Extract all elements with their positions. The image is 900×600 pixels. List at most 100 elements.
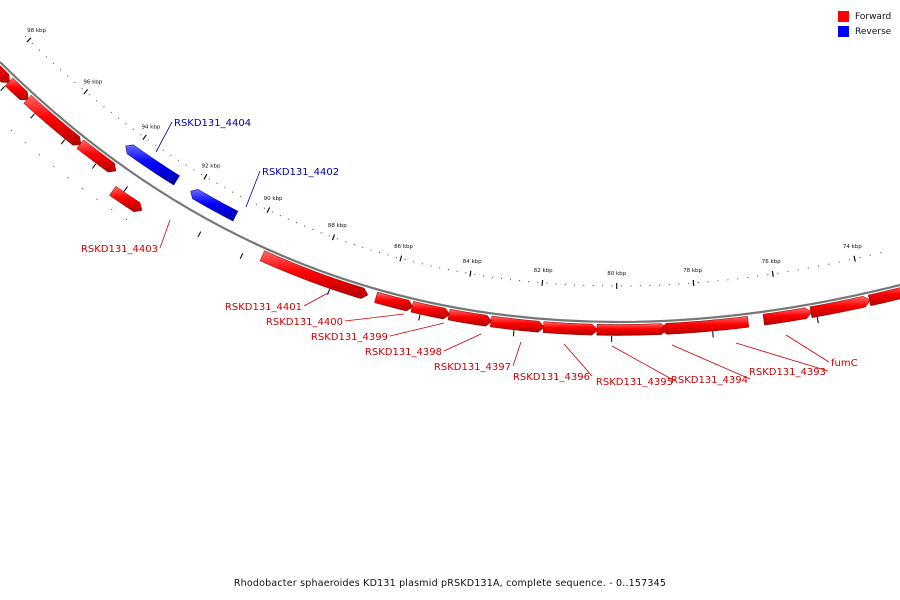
gene-label: RSKD131_4394 bbox=[671, 375, 748, 386]
tick-dot bbox=[224, 187, 226, 189]
tick-major bbox=[142, 134, 147, 141]
tick-dot bbox=[483, 275, 485, 277]
tick-dot bbox=[447, 269, 449, 271]
tick-major bbox=[853, 255, 856, 262]
tick-dot bbox=[859, 256, 861, 259]
forward-gene-arrow bbox=[447, 308, 493, 327]
gene-labels: RSKD131_4404 RSKD131_4402 RSKD131_4403 RSKD… bbox=[81, 118, 858, 388]
tick-dot bbox=[53, 165, 55, 167]
tick-minor bbox=[512, 330, 515, 337]
tick-minor bbox=[60, 139, 66, 145]
tick-dot bbox=[67, 177, 69, 179]
forward-swatch bbox=[838, 11, 849, 22]
tick-dot bbox=[583, 284, 585, 286]
tick-major bbox=[399, 255, 403, 262]
tick-dot bbox=[362, 246, 364, 248]
tick-dot bbox=[456, 270, 458, 272]
tick-dot bbox=[474, 273, 476, 275]
tick-dot bbox=[492, 276, 494, 278]
gene-label: RSKD131_4393 bbox=[749, 367, 826, 378]
legend-label: Forward bbox=[855, 11, 892, 22]
tick-major bbox=[771, 270, 774, 277]
tick-dot bbox=[546, 282, 548, 284]
tick-dot bbox=[828, 263, 830, 265]
forward-gene-arrow bbox=[410, 301, 451, 320]
forward-gene-arrow bbox=[259, 250, 369, 299]
forward-gene-arrow bbox=[23, 94, 82, 146]
tick-dot bbox=[240, 195, 242, 197]
tick-dot bbox=[38, 49, 41, 51]
tick-dot bbox=[125, 218, 128, 221]
label-leader-line bbox=[671, 344, 751, 380]
tick-dot bbox=[668, 284, 670, 286]
tick-dot bbox=[688, 282, 690, 284]
tick-minor bbox=[0, 85, 6, 91]
tick-dot bbox=[757, 275, 759, 277]
label-leader-line bbox=[611, 345, 676, 382]
tick-dot bbox=[38, 154, 41, 156]
tick-dot bbox=[649, 284, 651, 286]
tick-label: 88 kbp bbox=[328, 223, 347, 229]
legend-label: Reverse bbox=[855, 26, 892, 37]
tick-dot bbox=[659, 284, 661, 286]
tick-major bbox=[541, 279, 544, 286]
tick-dot bbox=[727, 279, 729, 281]
tick-label: 78 kbp bbox=[683, 268, 702, 274]
tick-dot bbox=[817, 265, 820, 267]
tick-dot bbox=[287, 218, 290, 220]
tick-dot bbox=[395, 256, 398, 258]
gene-label: RSKD131_4404 bbox=[174, 118, 251, 129]
tick-major bbox=[203, 173, 208, 180]
tick-dot bbox=[439, 267, 441, 269]
forward-gene-arrow bbox=[868, 287, 900, 307]
tick-dot bbox=[304, 225, 306, 227]
label-leader-line bbox=[159, 219, 171, 249]
tick-dot bbox=[140, 134, 142, 136]
map-caption: Rhodobacter sphaeroides KD131 plasmid pR… bbox=[233, 578, 667, 589]
label-leader-line bbox=[155, 121, 173, 153]
forward-gene-arrow bbox=[660, 316, 750, 335]
gene-label: RSKD131_4399 bbox=[311, 332, 388, 343]
forward-gene-arrow bbox=[542, 321, 599, 336]
tick-dot bbox=[162, 149, 164, 151]
gene-label: RSKD131_4395 bbox=[596, 377, 673, 388]
tick-major bbox=[331, 234, 336, 241]
tick-dot bbox=[880, 252, 882, 254]
gene-label: RSKD131_4402 bbox=[262, 167, 339, 178]
tick-dot bbox=[500, 277, 503, 279]
tick-dot bbox=[103, 106, 105, 108]
tick-dot bbox=[67, 75, 69, 77]
tick-label: 92 kbp bbox=[202, 163, 221, 169]
tick-label: 74 kbp bbox=[843, 244, 862, 250]
tick-dot bbox=[320, 232, 322, 234]
forward-gene-arrow bbox=[0, 65, 10, 83]
gene-label: RSKD131_4403 bbox=[81, 244, 158, 255]
gene-label: fumC bbox=[831, 358, 858, 369]
tick-dot bbox=[370, 249, 372, 251]
tick-dot bbox=[537, 281, 539, 284]
tick-dot bbox=[24, 142, 26, 144]
tick-dot bbox=[60, 69, 62, 71]
tick-label: 90 kbp bbox=[264, 196, 283, 202]
tick-dot bbox=[639, 285, 642, 287]
tick-dot bbox=[193, 169, 195, 171]
tick-label: 82 kbp bbox=[534, 268, 553, 274]
tick-dot bbox=[31, 42, 33, 44]
tick-minor bbox=[197, 231, 202, 238]
tick-major bbox=[266, 207, 271, 214]
tick-dot bbox=[111, 208, 113, 211]
tick-dot bbox=[838, 261, 840, 263]
tick-dot bbox=[312, 228, 314, 230]
tick-dot bbox=[353, 244, 355, 246]
tick-minor bbox=[816, 317, 819, 324]
tick-dot bbox=[747, 276, 749, 278]
tick-minor bbox=[712, 331, 714, 338]
tick-dot bbox=[787, 270, 789, 273]
label-leader-line bbox=[443, 333, 482, 352]
tick-dot bbox=[117, 117, 120, 119]
tick-label: 76 kbp bbox=[762, 259, 781, 265]
tick-dot bbox=[430, 265, 432, 267]
gene-label: RSKD131_4396 bbox=[513, 372, 590, 383]
tick-dot bbox=[74, 81, 76, 84]
tick-label: 94 kbp bbox=[141, 124, 160, 130]
